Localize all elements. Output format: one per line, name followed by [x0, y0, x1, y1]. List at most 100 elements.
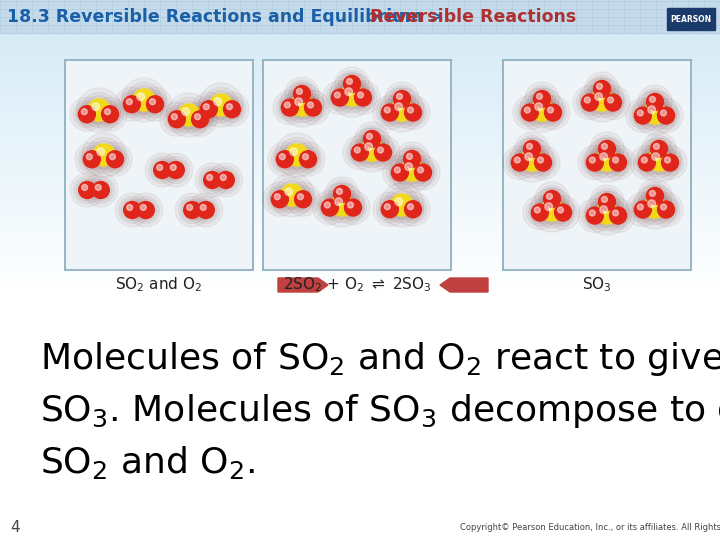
Circle shape: [86, 154, 92, 160]
Circle shape: [115, 87, 149, 122]
Circle shape: [203, 104, 210, 110]
Circle shape: [585, 97, 590, 103]
Circle shape: [126, 82, 162, 118]
Bar: [0, 6, 720, 11]
Circle shape: [121, 93, 143, 116]
Bar: [0, 317, 720, 321]
Bar: [0, 79, 720, 84]
Bar: [0, 471, 720, 475]
Bar: [0, 514, 720, 518]
Circle shape: [338, 80, 366, 110]
Circle shape: [573, 85, 607, 119]
Circle shape: [382, 201, 398, 218]
Circle shape: [595, 93, 603, 100]
Circle shape: [380, 183, 424, 227]
Circle shape: [647, 93, 664, 111]
Text: Reversible Reactions: Reversible Reactions: [370, 8, 576, 26]
Bar: [0, 271, 720, 275]
Circle shape: [350, 128, 394, 172]
Circle shape: [203, 87, 239, 123]
Circle shape: [75, 142, 109, 176]
Circle shape: [526, 146, 560, 179]
Circle shape: [137, 93, 145, 100]
Circle shape: [192, 197, 220, 224]
Bar: [0, 301, 720, 305]
Circle shape: [291, 94, 313, 116]
Circle shape: [600, 89, 626, 116]
Circle shape: [183, 102, 217, 136]
Circle shape: [384, 204, 390, 210]
Bar: [0, 474, 720, 478]
Circle shape: [634, 201, 652, 218]
Circle shape: [294, 146, 322, 173]
Bar: [0, 82, 720, 86]
Circle shape: [189, 193, 222, 227]
Circle shape: [514, 157, 521, 163]
Circle shape: [660, 204, 667, 210]
Circle shape: [291, 83, 313, 105]
Circle shape: [366, 133, 372, 139]
Circle shape: [349, 84, 377, 111]
Bar: [0, 411, 720, 416]
Bar: [0, 204, 720, 208]
Circle shape: [96, 148, 104, 156]
Circle shape: [78, 146, 105, 173]
Bar: [0, 152, 720, 157]
Bar: [0, 390, 720, 394]
Circle shape: [634, 107, 652, 124]
Bar: [0, 77, 720, 81]
Bar: [0, 339, 720, 343]
Circle shape: [634, 149, 660, 176]
Circle shape: [395, 198, 402, 206]
Circle shape: [397, 93, 402, 99]
Circle shape: [84, 151, 100, 168]
Circle shape: [534, 90, 551, 107]
Circle shape: [406, 156, 440, 190]
Bar: [0, 33, 720, 38]
Bar: [0, 71, 720, 76]
Bar: [0, 509, 720, 513]
Bar: [0, 287, 720, 292]
Circle shape: [129, 193, 163, 227]
Circle shape: [334, 77, 369, 113]
Bar: [0, 263, 720, 267]
Circle shape: [199, 83, 243, 127]
Circle shape: [546, 193, 552, 199]
Circle shape: [644, 91, 666, 113]
Bar: [0, 501, 720, 505]
Circle shape: [408, 107, 413, 113]
Circle shape: [119, 197, 145, 224]
Circle shape: [354, 132, 390, 168]
Circle shape: [157, 165, 163, 171]
Circle shape: [276, 151, 293, 168]
Bar: [0, 104, 720, 108]
Circle shape: [610, 154, 626, 171]
Circle shape: [607, 205, 629, 227]
Bar: [0, 236, 720, 240]
Bar: [0, 352, 720, 356]
Circle shape: [339, 194, 366, 221]
Circle shape: [601, 197, 608, 202]
Circle shape: [194, 199, 217, 221]
Circle shape: [596, 83, 603, 90]
Circle shape: [532, 152, 554, 173]
Bar: [0, 495, 720, 500]
Circle shape: [85, 96, 113, 124]
Circle shape: [181, 199, 203, 221]
Bar: [0, 201, 720, 205]
Circle shape: [590, 195, 625, 231]
Bar: [0, 96, 720, 100]
Bar: [0, 252, 720, 256]
Circle shape: [521, 138, 543, 160]
Text: PEARSON: PEARSON: [670, 15, 711, 24]
Circle shape: [410, 159, 436, 186]
Bar: [263, 60, 451, 270]
Circle shape: [418, 167, 423, 173]
Circle shape: [531, 204, 549, 221]
Circle shape: [96, 100, 124, 128]
Circle shape: [644, 146, 673, 174]
Circle shape: [528, 96, 557, 124]
Circle shape: [283, 140, 311, 170]
Bar: [0, 225, 720, 229]
Circle shape: [396, 96, 430, 130]
